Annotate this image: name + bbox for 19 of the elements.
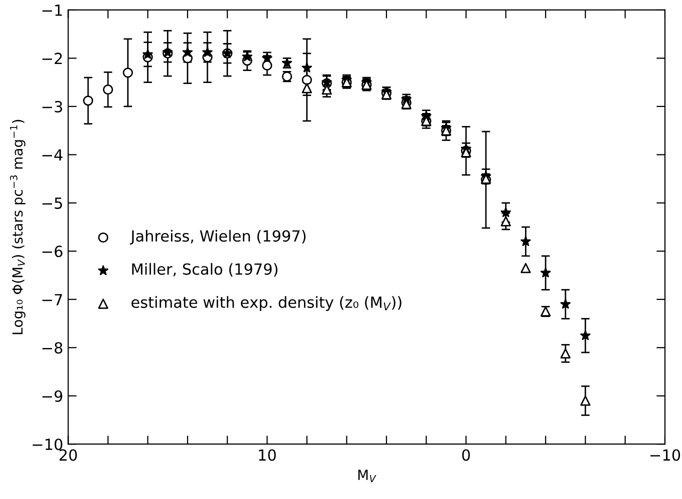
x-tick-label: −10 <box>650 449 680 461</box>
y-tick-label: −1 <box>42 4 62 16</box>
y-tick-label: −4 <box>42 149 62 160</box>
legend-label: Miller, Scalo (1979) <box>132 263 278 277</box>
x-tick-label: 0 <box>462 449 470 461</box>
y-tick-label: −3 <box>42 100 62 112</box>
y-tick-label: −6 <box>42 246 62 258</box>
x-tick-label: 10 <box>259 449 276 461</box>
x-axis-title: M$_{V}$ <box>358 470 376 482</box>
y-tick-label: −9 <box>42 390 62 402</box>
x-tick-label: 20 <box>60 449 77 461</box>
y-tick-label: −5 <box>42 198 62 209</box>
y-tick-label: −7 <box>42 294 62 306</box>
y-tick-label: −8 <box>42 342 62 354</box>
y-tick-label: −2 <box>42 52 62 64</box>
y-tick-label: −10 <box>32 438 62 450</box>
legend-label: Jahreiss, Wielen (1997) <box>130 230 306 245</box>
y-axis-title: Log₁₀ Φ(M$_{V}$) (stars pc$^{−3}$ mag$^{−1}$) <box>10 120 26 334</box>
legend-label: estimate with exp. density (z₀ (M$_{V}$)) <box>132 296 402 311</box>
